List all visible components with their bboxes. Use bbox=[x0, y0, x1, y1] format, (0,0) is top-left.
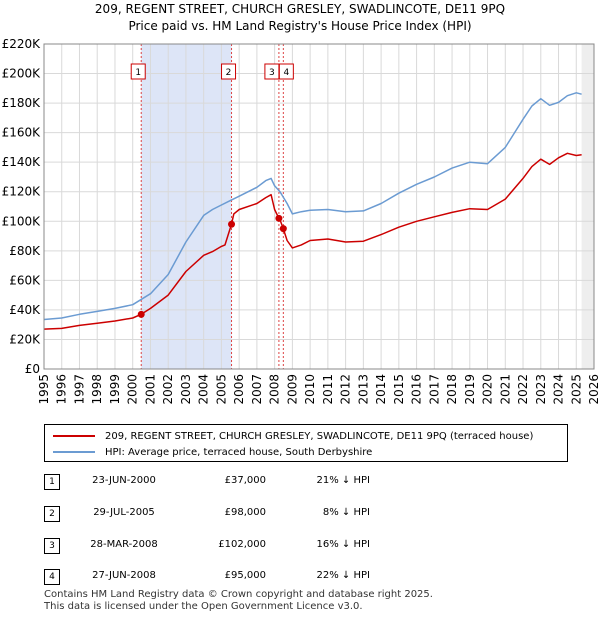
transaction-hpi: 21% ↓ HPI bbox=[316, 475, 370, 486]
x-tick-label: 2022 bbox=[516, 374, 530, 405]
sale-point bbox=[279, 225, 287, 233]
x-tick-label: 2021 bbox=[498, 374, 512, 405]
sale-point bbox=[275, 214, 283, 222]
legend-item-hpi: HPI: Average price, terraced house, Sout… bbox=[53, 444, 372, 460]
table-row: 2 29-JUL-2005 £98,000 8% ↓ HPI bbox=[44, 506, 584, 524]
y-tick-label: £100K bbox=[2, 214, 42, 228]
property-price-line bbox=[43, 152, 582, 330]
sale-marker-box bbox=[278, 63, 294, 80]
y-tick-label: £220K bbox=[2, 37, 42, 51]
sale-point bbox=[137, 310, 145, 318]
y-tick-label: £0 bbox=[25, 362, 40, 376]
x-tick-label: 1998 bbox=[90, 374, 104, 405]
transaction-number: 4 bbox=[44, 569, 60, 585]
x-tick-label: 2018 bbox=[445, 374, 459, 405]
transaction-number: 2 bbox=[44, 506, 60, 522]
transaction-hpi: 8% ↓ HPI bbox=[322, 507, 370, 518]
plot-frame bbox=[43, 43, 595, 370]
transaction-hpi: 16% ↓ HPI bbox=[316, 539, 370, 550]
x-tick-label: 1997 bbox=[72, 374, 86, 405]
y-tick-label: £80K bbox=[9, 244, 41, 258]
transaction-price: £98,000 bbox=[224, 507, 266, 518]
x-tick-label: 2000 bbox=[126, 374, 140, 405]
y-tick-label: £200K bbox=[2, 67, 42, 81]
x-tick-label: 2013 bbox=[356, 374, 370, 405]
sale-point bbox=[228, 220, 236, 228]
y-tick-label: £20K bbox=[9, 332, 41, 346]
y-tick-label: £160K bbox=[2, 126, 42, 140]
footer-copyright: Contains HM Land Registry data © Crown c… bbox=[44, 589, 433, 600]
x-tick-label: 1996 bbox=[55, 374, 69, 405]
x-tick-label: 1999 bbox=[108, 374, 122, 405]
legend-swatch-hpi bbox=[53, 451, 95, 453]
x-tick-label: 2012 bbox=[339, 374, 353, 405]
x-tick-label: 2006 bbox=[232, 374, 246, 405]
x-tick-label: 2002 bbox=[161, 374, 175, 405]
transaction-price: £102,000 bbox=[218, 539, 266, 550]
x-tick-label: 2011 bbox=[321, 374, 335, 405]
x-tick-label: 2003 bbox=[179, 374, 193, 405]
x-tick-label: 2005 bbox=[214, 374, 228, 405]
footer: Contains HM Land Registry data © Crown c… bbox=[44, 589, 433, 613]
transaction-date: 27-JUN-2008 bbox=[92, 570, 156, 581]
x-tick-label: 2024 bbox=[552, 374, 566, 405]
x-tick-label: 2026 bbox=[587, 374, 600, 405]
hpi-line bbox=[43, 92, 582, 321]
table-row: 1 23-JUN-2000 £37,000 21% ↓ HPI bbox=[44, 474, 584, 492]
sale-marker-label: 3 bbox=[269, 68, 275, 78]
y-tick-label: £140K bbox=[2, 155, 42, 169]
legend-swatch-property bbox=[53, 435, 95, 437]
chart-title: 209, REGENT STREET, CHURCH GRESLEY, SWAD… bbox=[94, 2, 506, 16]
transaction-price: £37,000 bbox=[224, 475, 266, 486]
x-tick-label: 2020 bbox=[481, 374, 495, 405]
legend: 209, REGENT STREET, CHURCH GRESLEY, SWAD… bbox=[44, 424, 568, 462]
x-tick-label: 2019 bbox=[463, 374, 477, 405]
x-tick-label: 2010 bbox=[303, 374, 317, 405]
x-tick-label: 2016 bbox=[410, 374, 424, 405]
x-tick-label: 2014 bbox=[374, 374, 388, 405]
x-tick-label: 2009 bbox=[285, 374, 299, 405]
transaction-number: 1 bbox=[44, 474, 60, 490]
x-tick-label: 1995 bbox=[37, 374, 51, 405]
x-tick-label: 2023 bbox=[534, 374, 548, 405]
x-tick-label: 2025 bbox=[569, 374, 583, 405]
sale-marker-label: 4 bbox=[283, 68, 289, 78]
legend-label-hpi: HPI: Average price, terraced house, Sout… bbox=[105, 446, 373, 458]
footer-licence: This data is licensed under the Open Gov… bbox=[44, 601, 363, 612]
legend-label-property: 209, REGENT STREET, CHURCH GRESLEY, SWAD… bbox=[105, 430, 534, 442]
price-chart: £0 £20K £40K £60K £80K £100K £120K £140K £160K £1… bbox=[2, 37, 600, 405]
sale-marker-box bbox=[130, 63, 146, 80]
transaction-price: £95,000 bbox=[224, 570, 266, 581]
table-row: 3 28-MAR-2008 £102,000 16% ↓ HPI bbox=[44, 538, 584, 556]
transaction-hpi: 22% ↓ HPI bbox=[316, 570, 370, 581]
x-tick-label: 2004 bbox=[197, 374, 211, 405]
legend-item-property: 209, REGENT STREET, CHURCH GRESLEY, SWAD… bbox=[53, 428, 533, 444]
y-tick-label: £40K bbox=[9, 303, 41, 317]
sale-marker-label: 1 bbox=[135, 68, 141, 78]
transaction-date: 28-MAR-2008 bbox=[90, 539, 158, 550]
sale-marker-label: 2 bbox=[226, 68, 232, 78]
x-tick-label: 2007 bbox=[250, 374, 264, 405]
x-tick-label: 2015 bbox=[392, 374, 406, 405]
table-row: 4 27-JUN-2008 £95,000 22% ↓ HPI bbox=[44, 569, 584, 587]
transaction-number: 3 bbox=[44, 538, 60, 554]
x-tick-label: 2008 bbox=[268, 374, 282, 405]
y-tick-label: £180K bbox=[2, 96, 42, 110]
y-tick-label: £120K bbox=[2, 185, 42, 199]
sale-marker-box bbox=[221, 63, 237, 80]
x-tick-label: 2001 bbox=[143, 374, 157, 405]
transaction-date: 29-JUL-2005 bbox=[93, 507, 155, 518]
projection-band bbox=[581, 44, 594, 369]
x-tick-label: 2017 bbox=[427, 374, 441, 405]
chart-subtitle: Price paid vs. HM Land Registry's House … bbox=[128, 19, 472, 33]
y-tick-label: £60K bbox=[9, 273, 41, 287]
transaction-date: 23-JUN-2000 bbox=[92, 475, 156, 486]
